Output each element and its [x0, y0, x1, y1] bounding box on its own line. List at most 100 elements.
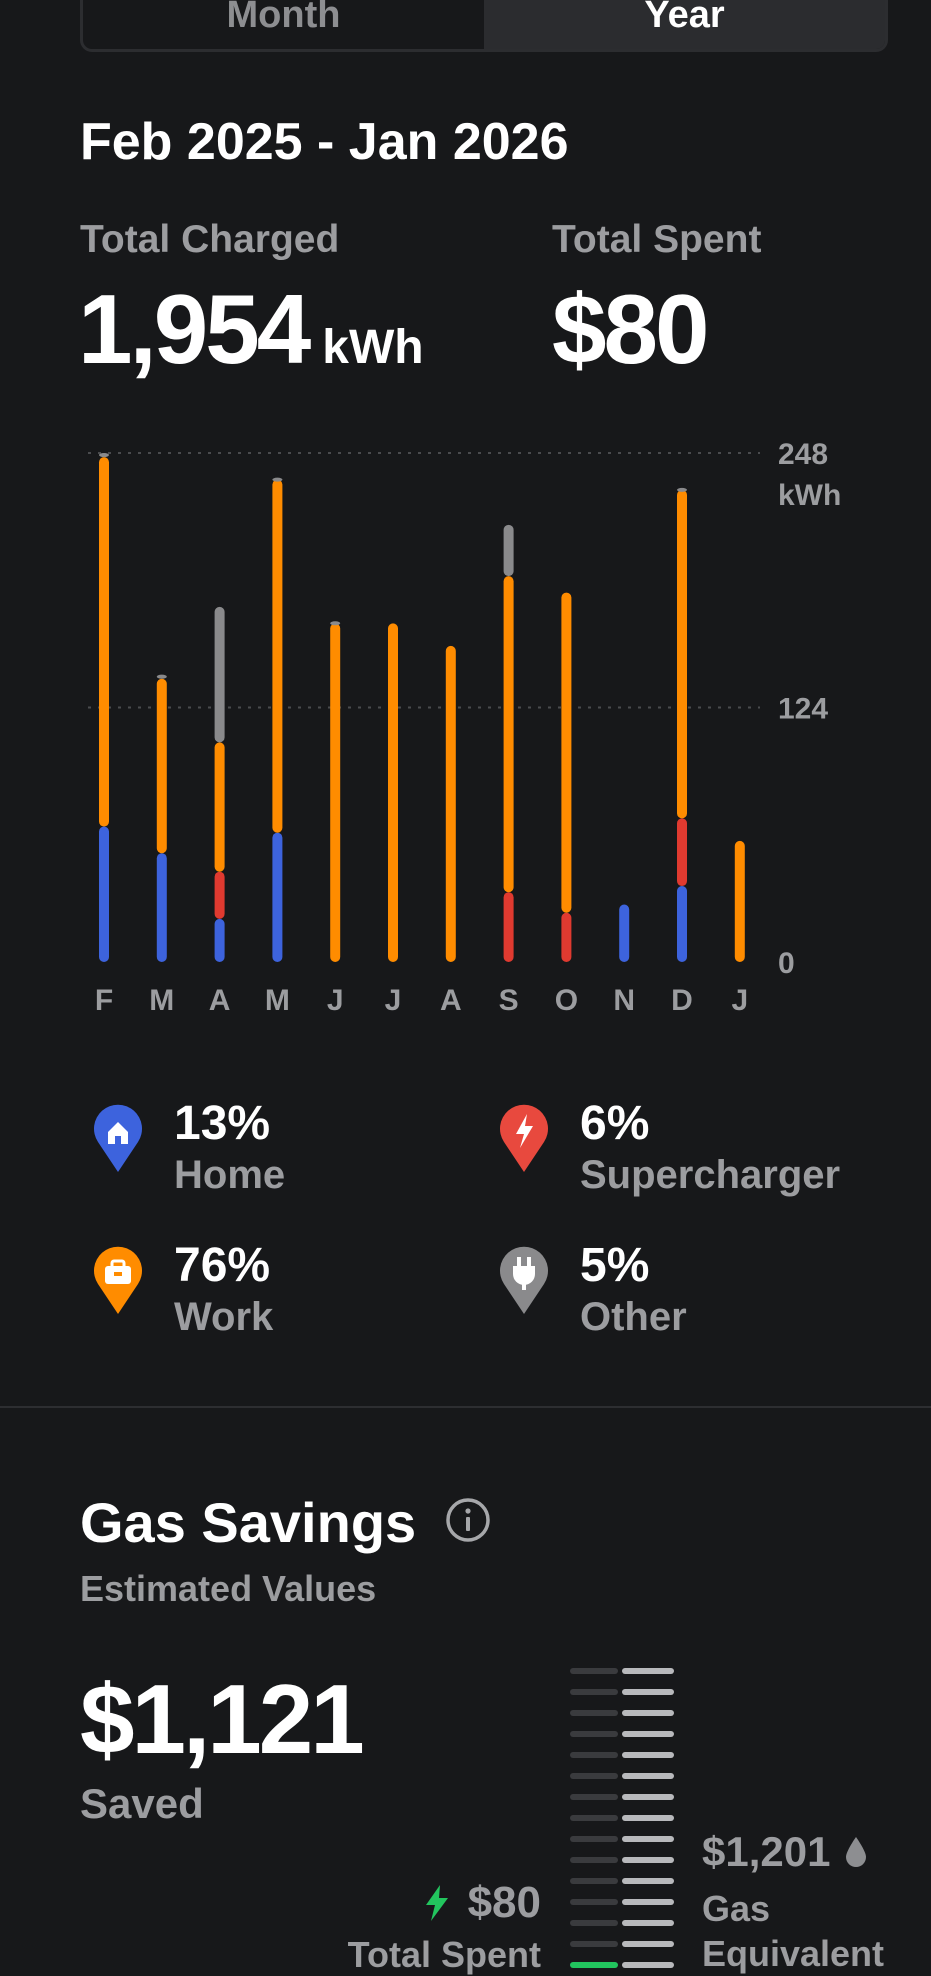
plug-icon — [500, 1246, 548, 1314]
savings-meter — [570, 1668, 674, 1968]
bar-segment-home[interactable] — [677, 886, 687, 962]
bar-segment-home[interactable] — [99, 826, 109, 962]
total-spent-summary-label: Total Spent — [347, 1934, 541, 1975]
bar-segment-other[interactable] — [503, 524, 514, 577]
meter-tick-spent — [570, 1773, 618, 1779]
saved-amount: $1,121 — [80, 1664, 365, 1774]
info-icon[interactable] — [445, 1497, 491, 1543]
bar-segment-supercharger[interactable] — [214, 871, 225, 919]
bar-segment-work[interactable] — [330, 623, 341, 962]
segment-month[interactable]: Month — [226, 0, 341, 36]
meter-tick-gas — [622, 1878, 674, 1884]
briefcase-icon — [94, 1246, 142, 1314]
legend-other-text: 5% Other — [580, 1239, 687, 1341]
x-tick-label: J — [327, 984, 344, 1017]
meter-tick-spent — [570, 1815, 618, 1821]
date-range-title: Feb 2025 - Jan 2026 — [80, 113, 569, 171]
x-tick-label: M — [265, 984, 290, 1017]
meter-tick-spent — [570, 1836, 618, 1842]
bar-segment-work[interactable] — [99, 457, 109, 827]
bar-segment-other[interactable] — [677, 487, 687, 492]
y-tick-label: 0 — [778, 947, 795, 980]
y-tick-label: 248 — [778, 438, 828, 471]
legend-supercharger: 6% Supercharger — [498, 1097, 841, 1199]
x-tick-label: A — [209, 984, 231, 1017]
legend-other: 5% Other — [498, 1239, 687, 1341]
lightning-icon — [425, 1885, 448, 1921]
x-tick-label: J — [385, 984, 402, 1017]
legend-work-name: Work — [174, 1294, 274, 1339]
bar-segment-work[interactable] — [503, 576, 514, 893]
bar-segment-supercharger[interactable] — [561, 912, 572, 962]
total-spent-value: $80 — [552, 274, 710, 384]
legend-home-text: 13% Home — [174, 1097, 286, 1199]
total-charged-unit: kWh — [322, 321, 424, 374]
meter-tick-spent — [570, 1920, 618, 1926]
meter-tick-spent — [570, 1731, 618, 1737]
gas-savings-title: Gas Savings — [80, 1491, 417, 1554]
meter-tick-gas — [622, 1731, 674, 1737]
meter-tick-gas — [622, 1752, 674, 1758]
bar-segment-work[interactable] — [561, 592, 572, 913]
segment-year[interactable]: Year — [484, 0, 885, 49]
bar-segment-home[interactable] — [272, 832, 283, 962]
bar-segment-other[interactable] — [272, 477, 283, 482]
bar-segment-work[interactable] — [445, 645, 456, 962]
bar-segment-other[interactable] — [214, 606, 225, 743]
bar-segment-work[interactable] — [677, 489, 687, 819]
meter-tick-spent — [570, 1689, 618, 1695]
x-tick-label: D — [671, 984, 693, 1017]
meter-tick-gas — [622, 1836, 674, 1842]
legend-supercharger-name: Supercharger — [580, 1152, 841, 1197]
meter-tick-spent — [570, 1794, 618, 1800]
lightning-icon — [500, 1104, 548, 1172]
meter-tick-gas — [622, 1920, 674, 1926]
bar-segment-home[interactable] — [214, 918, 225, 962]
bar-segment-work[interactable] — [388, 623, 398, 962]
legend-other-name: Other — [580, 1294, 687, 1339]
home-icon — [94, 1104, 142, 1172]
x-tick-label: N — [613, 984, 635, 1017]
bar-segment-supercharger[interactable] — [677, 818, 687, 887]
x-tick-label: O — [555, 984, 578, 1017]
meter-tick-gas — [622, 1773, 674, 1779]
gas-equivalent-value: $1,201 — [702, 1828, 831, 1875]
x-tick-label: J — [731, 984, 748, 1017]
meter-tick-spent — [570, 1899, 618, 1905]
meter-tick-gas — [622, 1962, 674, 1968]
meter-tick-spent — [570, 1878, 618, 1884]
meter-tick-gas — [622, 1689, 674, 1695]
meter-tick-spent — [570, 1668, 618, 1674]
meter-tick-gas — [622, 1941, 674, 1947]
bar-segment-home[interactable] — [619, 904, 630, 962]
total-charged-value: 1,954 kWh — [78, 280, 424, 378]
gas-equivalent-label: Gas Equivalent — [702, 1888, 885, 1974]
bar-segment-other[interactable] — [330, 621, 341, 626]
meter-tick-spent — [570, 1941, 618, 1947]
fuel-drop-icon — [846, 1837, 867, 1867]
meter-tick-gas — [622, 1899, 674, 1905]
meter-tick-spent — [570, 1857, 618, 1863]
meter-tick-gas — [622, 1668, 674, 1674]
total-spent-summary: $80 — [422, 1878, 541, 1928]
bar-segment-work[interactable] — [156, 678, 167, 854]
legend-work: 76% Work — [92, 1239, 274, 1341]
section-divider — [0, 1406, 931, 1408]
meter-tick-gas — [622, 1710, 674, 1716]
legend-home-name: Home — [174, 1152, 286, 1197]
x-tick-label: F — [95, 984, 113, 1017]
bar-segment-other[interactable] — [99, 453, 109, 458]
bar-segment-work[interactable] — [214, 742, 225, 872]
bar-segment-work[interactable] — [272, 479, 283, 833]
legend-other-pct: 5% — [580, 1239, 650, 1292]
gas-savings-subtitle: Estimated Values — [80, 1568, 377, 1609]
legend-work-pct: 76% — [174, 1239, 271, 1292]
bar-segment-other[interactable] — [156, 674, 167, 679]
x-tick-label: A — [440, 984, 462, 1017]
bar-segment-home[interactable] — [156, 853, 167, 962]
bar-segment-supercharger[interactable] — [503, 892, 514, 962]
legend-work-text: 76% Work — [174, 1239, 274, 1341]
meter-tick-gas — [622, 1857, 674, 1863]
legend-supercharger-text: 6% Supercharger — [580, 1097, 841, 1199]
bar-segment-work[interactable] — [734, 840, 745, 962]
